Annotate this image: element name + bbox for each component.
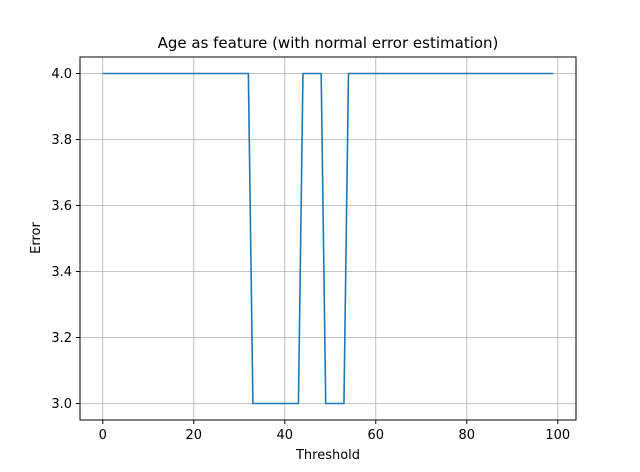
y-tick-label: 3.2	[51, 331, 72, 346]
y-axis-label: Error	[29, 222, 44, 254]
x-tick-label: 0	[99, 428, 107, 443]
x-tick-label: 80	[459, 428, 476, 443]
y-tick-label: 4.0	[51, 67, 72, 82]
x-axis-label: Threshold	[295, 448, 360, 463]
x-tick-label: 40	[276, 428, 293, 443]
x-tick-label: 100	[545, 428, 570, 443]
y-tick-label: 3.8	[51, 133, 72, 148]
y-tick-label: 3.6	[51, 199, 72, 214]
plot-area-frame	[79, 56, 577, 421]
grid	[80, 57, 576, 420]
series-layer	[102, 72, 554, 405]
y-tick-label: 3.4	[51, 265, 72, 280]
x-tick-label: 20	[185, 428, 202, 443]
chart-title: Age as feature (with normal error estima…	[158, 34, 499, 52]
series-line-0	[102, 72, 554, 405]
x-tick-label: 60	[368, 428, 385, 443]
y-tick-label: 3.0	[51, 397, 72, 412]
ticks: 0 20 40 60 80 100 3.0 3.2 3.4 3.6 3.8 4.0	[51, 67, 570, 443]
